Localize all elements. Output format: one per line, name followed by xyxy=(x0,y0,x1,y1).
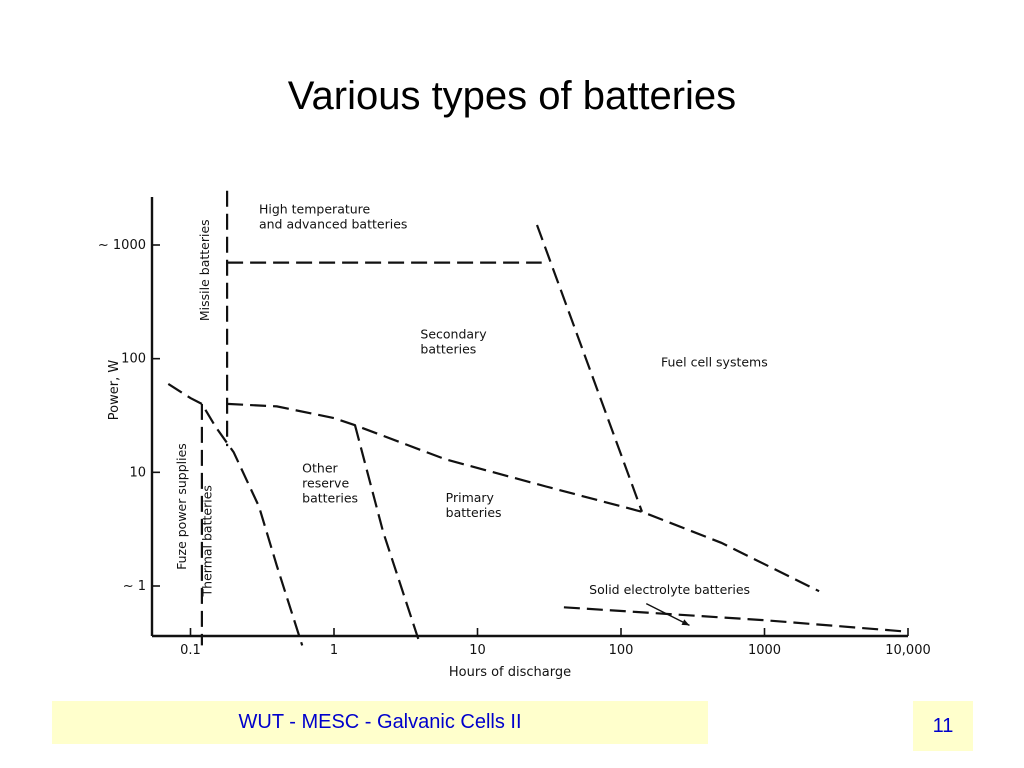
page-number: 11 xyxy=(932,714,954,737)
other-reserve-boundary xyxy=(353,424,422,646)
region-label-line: batteries xyxy=(302,490,358,505)
x-axis-label: Hours of discharge xyxy=(449,665,571,680)
region-label-line: Other xyxy=(302,460,338,475)
thermal-boundary xyxy=(167,382,304,646)
region-label-line: Primary xyxy=(446,490,495,505)
y-tick-label: 10 xyxy=(129,465,146,480)
region-label-line: Solid electrolyte batteries xyxy=(589,582,750,597)
x-tick-label: 10 xyxy=(469,643,486,658)
region-label-line: batteries xyxy=(420,342,476,357)
x-tick-label: 0.1 xyxy=(180,643,201,658)
y-tick-label: 100 xyxy=(121,352,146,367)
region-label-line: and advanced batteries xyxy=(259,216,407,231)
footer-text: WUT - MESC - Galvanic Cells II xyxy=(238,711,522,733)
region-label: Fuze power supplies xyxy=(174,443,189,570)
secondary-primary-boundary xyxy=(227,402,820,593)
region-label: Thermal batteries xyxy=(199,485,214,597)
x-tick-label: 100 xyxy=(609,643,634,658)
region-label: Missile batteries xyxy=(197,219,212,321)
battery-chart: 0.1 1 10 100 1000 10,000 ~ 1 10 100 ~ 1000 Hours o… xyxy=(98,190,931,680)
region-label-line: Secondary xyxy=(420,327,487,342)
region-label-line: High temperature xyxy=(259,201,371,216)
x-tick-label: 10,000 xyxy=(885,643,931,658)
region-label-line: Fuel cell systems xyxy=(661,355,768,370)
y-axis-label: Power, W xyxy=(107,360,122,421)
chart-axes: 0.1 1 10 100 1000 10,000 ~ 1 10 100 ~ 1000 Hours o… xyxy=(98,197,931,680)
fuel-cell-boundary xyxy=(535,224,644,513)
slide-title: Various types of batteries xyxy=(287,74,737,118)
solid-electrolyte-boundary xyxy=(563,606,902,633)
region-label-line: reserve xyxy=(302,475,349,490)
x-tick-label: 1 xyxy=(330,643,338,658)
y-tick-label: ~ 1 xyxy=(123,579,146,594)
y-tick-label: ~ 1000 xyxy=(98,238,146,253)
region-label-line: batteries xyxy=(446,505,502,520)
chart-boundaries xyxy=(167,190,902,646)
x-tick-label: 1000 xyxy=(748,643,781,658)
footer-bar: WUT - MESC - Galvanic Cells II xyxy=(52,701,708,744)
page-number-box: 11 xyxy=(913,701,973,751)
arrow-head xyxy=(681,619,690,626)
solid-electrolyte-arrow xyxy=(645,602,690,627)
